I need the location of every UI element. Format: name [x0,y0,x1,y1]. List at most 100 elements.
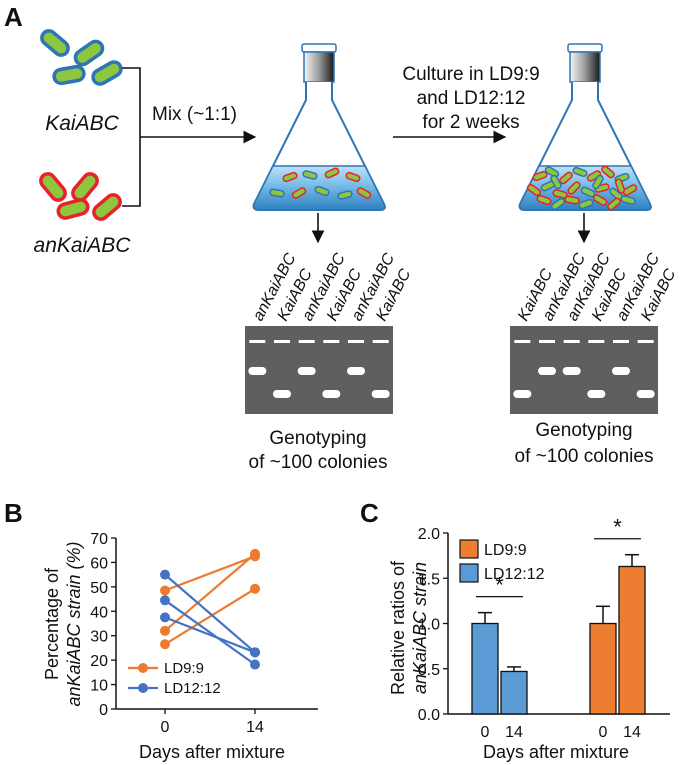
panel-b-series-line [164,555,256,592]
kaiabc-strain-label: KaiABC [45,112,119,135]
panel-c-x-tick-label: 0 [481,724,490,741]
panel-b-y-tick-label: 20 [90,653,108,670]
flask-cell [564,195,580,205]
genotyping-left-line-2: of ~100 colonies [249,452,388,473]
flask-neck [303,51,335,83]
flask-cell [526,183,542,197]
ankaiabc-cell [56,198,90,220]
gel-genotype-band [347,367,365,375]
flask-cell [544,166,560,178]
panel-c-y-tick-label: 0.0 [418,707,440,724]
panel-b-series-line [164,553,256,632]
gel-genotype-band [562,367,581,375]
panel-b-point [250,659,260,670]
panel-a-letter: A [4,2,23,32]
panel-b-legend-label: LD12:12 [164,680,221,697]
flask-cell [586,170,602,182]
panel-b-point [160,639,170,650]
panel-b-point [160,585,170,596]
gel-right [510,326,658,414]
flask-initial [252,43,386,211]
gel-genotype-band [587,390,606,398]
flask-cell [614,178,626,194]
panel-c-y-tick-label: 1.5 [418,571,440,588]
flask-neck [569,51,601,83]
panel-b-chart: 0 10 20 30 40 50 60 70 0 14 LD9:9 LD12:12 [90,531,318,736]
gel-genotype-band [273,390,291,398]
gel-left-lane-labels: anKaiABCKaiABCanKaiABCKaiABCanKaiABCKaiA… [250,250,415,324]
ankaiabc-cell [92,193,122,221]
genotyping-left-line-1: Genotyping [269,428,366,449]
kaiabc-cell [91,60,123,86]
panel-b-ylabel-line-2: anKaiABC strain (%) [64,541,84,706]
panel-b-y-tick-label: 50 [90,580,108,597]
panel-c-bar [471,622,499,715]
gel-marker-band [249,340,266,343]
panel-b-legend-marker [138,663,148,673]
panel-c-ylabel-line-2: anKaiABC strain [410,562,430,694]
panel-b-point [160,625,170,636]
gel-left-background [245,326,393,414]
panel-b-xlabel: Days after mixture [139,742,285,762]
flask-cells-dense [526,165,638,211]
panel-b-x-tick-label: 14 [246,719,264,736]
panel-c-bar [500,670,528,715]
gel-marker-band [613,340,629,343]
flask-lip [301,43,337,53]
culture-line-3: for 2 weeks [422,112,519,133]
gel-left [245,326,393,414]
mix-bracket [122,67,141,207]
flask-cell [550,174,562,190]
panel-a: A KaiABC anKaiABC Mix (~1:1) [4,2,680,473]
flask-lip [567,43,603,53]
gel-genotype-band [538,367,556,375]
gel-marker-band [323,340,340,343]
flask-cell [567,181,581,195]
gel-marker-band [514,340,531,343]
flask-cell [550,197,566,211]
gel-genotype-band [371,390,390,398]
ankaiabc-cell [39,172,67,202]
panel-b-series-line [164,587,256,646]
flask-cell [532,170,548,182]
gel-marker-band [637,340,654,343]
gel-marker-band [563,340,580,343]
panel-b-series-line [164,616,256,654]
panel-b-point [160,569,170,580]
panel-c-x-tick-label: 14 [623,724,641,741]
kaiabc-cell [52,64,86,86]
panel-c: C Relative ratios of anKaiABC strain 0.0… [360,498,670,762]
panel-b-letter: B [4,498,23,528]
panel-c-legend-swatch [459,539,479,559]
genotyping-right-line-1: Genotyping [535,420,632,441]
flask-cell [607,197,621,211]
panel-b-y-tick-label: 30 [90,629,108,646]
panel-c-significance-star: * [495,573,504,598]
gel-right-background [510,326,658,414]
panel-b-legend-marker [138,683,148,693]
gel-marker-band [298,340,315,343]
panel-c-bar [618,565,646,715]
panel-c-x-tick-label: 0 [599,724,608,741]
panel-b: B Percentage of anKaiABC strain (%) 0 10 2… [4,498,318,762]
flask-cell [572,166,588,178]
gel-right-lane-labels: KaiABCanKaiABCanKaiABCKaiABCanKaiABCKaiA… [515,250,680,324]
flask-cell [622,184,638,196]
gel-genotype-band [297,367,316,375]
panel-b-y-tick-label: 10 [90,678,108,695]
panel-c-xlabel: Days after mixture [483,742,629,762]
ankaiabc-cell-cluster [39,172,122,221]
flask-cell [559,171,573,185]
panel-c-legend-swatch [459,563,479,583]
flask-cell [578,198,594,210]
gel-marker-band [539,340,555,343]
panel-b-point [160,612,170,623]
flask-cell [592,194,608,206]
panel-b-point [250,583,260,594]
panel-b-point [250,647,260,658]
panel-c-y-tick-label: 1.0 [418,617,440,634]
gel-genotype-band [636,390,655,398]
flask-cell [601,165,615,179]
ankaiabc-cell [71,172,99,202]
